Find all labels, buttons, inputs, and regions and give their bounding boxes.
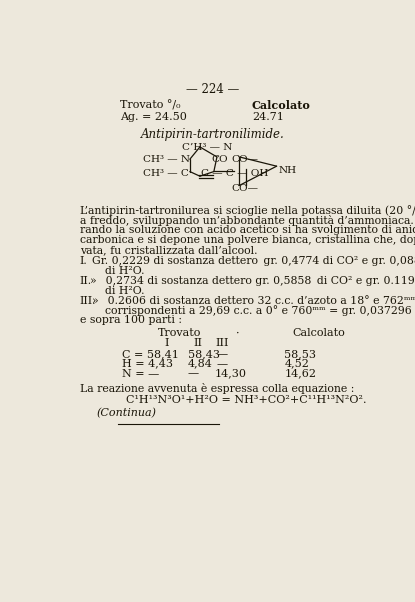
Text: carbonica e si depone una polvere bianca, cristallina che, dopo la-: carbonica e si depone una polvere bianca… xyxy=(80,235,415,245)
Text: 4,52: 4,52 xyxy=(284,359,309,368)
Text: N = —: N = — xyxy=(122,368,159,379)
Text: 58,43: 58,43 xyxy=(188,349,220,359)
Text: corrispondenti a 29,69 c.c. a 0° e 760ᵐᵐ = gr. 0,037296 N.: corrispondenti a 29,69 c.c. a 0° e 760ᵐᵐ… xyxy=(105,306,415,317)
Text: I.: I. xyxy=(80,256,88,266)
Text: »  0,2734 di sostanza dettero gr. 0,5858 di CO² e gr. 0.1192: » 0,2734 di sostanza dettero gr. 0,5858 … xyxy=(90,276,415,286)
Text: 58,53: 58,53 xyxy=(284,349,316,359)
Text: 14,30: 14,30 xyxy=(215,368,247,379)
Text: C¹H¹³N³O¹+H²O = NH³+CO²+C¹¹H¹³N²O².: C¹H¹³N³O¹+H²O = NH³+CO²+C¹¹H¹³N²O². xyxy=(125,395,366,405)
Text: C = 58,41: C = 58,41 xyxy=(122,349,178,359)
Text: e sopra 100 parti :: e sopra 100 parti : xyxy=(80,315,182,326)
Text: di H²O.: di H²O. xyxy=(105,286,144,296)
Text: CO—: CO— xyxy=(232,184,259,193)
Text: — 224 —: — 224 — xyxy=(186,83,239,96)
Text: Calcolato: Calcolato xyxy=(252,100,311,111)
Text: —: — xyxy=(188,368,199,379)
Text: rando la soluzione con acido acetico si ha svolgimento di anidride: rando la soluzione con acido acetico si … xyxy=(80,225,415,235)
Text: CH³ — C: CH³ — C xyxy=(143,169,189,178)
Text: 14,62: 14,62 xyxy=(284,368,316,379)
Text: Ag. = 24.50: Ag. = 24.50 xyxy=(120,113,187,122)
Text: III: III xyxy=(216,338,229,348)
Text: CO—: CO— xyxy=(232,155,259,164)
Text: Calcolato: Calcolato xyxy=(292,328,345,338)
Text: 4,84: 4,84 xyxy=(188,359,212,368)
Text: Trovato: Trovato xyxy=(158,328,201,338)
Text: CH³ — N: CH³ — N xyxy=(143,155,190,164)
Text: NH: NH xyxy=(278,166,296,175)
Text: Antipirin-tartronilimide.: Antipirin-tartronilimide. xyxy=(140,128,284,141)
Text: (Continua): (Continua) xyxy=(96,408,156,418)
Text: —: — xyxy=(217,359,228,368)
Text: C — Ċ — OH: C — Ċ — OH xyxy=(201,169,269,178)
Text: CO: CO xyxy=(212,155,228,164)
Text: »  0.2606 di sostanza dettero 32 c.c. d’azoto a 18° e 762ᵐᵐ: » 0.2606 di sostanza dettero 32 c.c. d’a… xyxy=(92,296,415,306)
Text: —: — xyxy=(217,349,228,359)
Text: Gr. 0,2229 di sostanza dettero gr. 0,4774 di CO² e gr. 0,0889: Gr. 0,2229 di sostanza dettero gr. 0,477… xyxy=(92,256,415,266)
Text: di H²O.: di H²O. xyxy=(105,266,144,276)
Text: L’antipirin-tartronilurea si scioglie nella potassa diluita (20 °/₀): L’antipirin-tartronilurea si scioglie ne… xyxy=(80,205,415,216)
Text: I: I xyxy=(164,338,169,348)
Text: La reazione avvenuta è espressa colla equazione :: La reazione avvenuta è espressa colla eq… xyxy=(80,383,354,394)
Text: vata, fu cristallizzata dall’alcool.: vata, fu cristallizzata dall’alcool. xyxy=(80,245,257,255)
Text: III.: III. xyxy=(80,296,96,306)
Text: II.: II. xyxy=(80,276,92,286)
Text: a freddo, sviluppando un’abbondante quantità d’ammoniaca. Satu-: a freddo, sviluppando un’abbondante quan… xyxy=(80,216,415,226)
Text: ·: · xyxy=(236,328,239,338)
Text: II: II xyxy=(193,338,202,348)
Text: Trovato °/₀: Trovato °/₀ xyxy=(120,100,181,110)
Text: H = 4,43: H = 4,43 xyxy=(122,359,173,368)
Text: 24.71: 24.71 xyxy=(252,113,284,122)
Text: C’H³ — N: C’H³ — N xyxy=(182,143,232,152)
